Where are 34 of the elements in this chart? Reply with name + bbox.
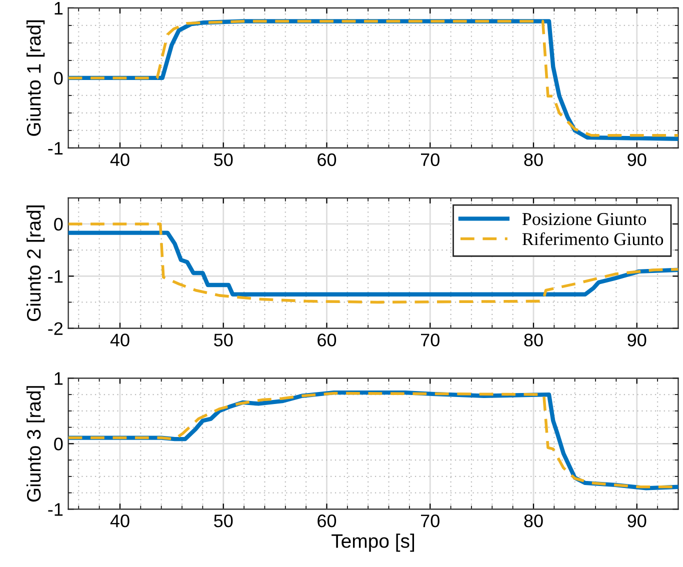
line-series [68, 230, 678, 296]
x-tick-label: 60 [318, 514, 336, 528]
x-tick-label: 90 [628, 514, 646, 528]
y-tick-label: -1 [48, 503, 63, 516]
x-tick-label: 70 [421, 153, 440, 166]
y-tick-label: 1 [54, 2, 63, 14]
y-tick-label: -1 [48, 270, 63, 283]
y-axis-title: Giunto 3 [rad] [26, 386, 45, 502]
x-tick-label: 90 [628, 334, 646, 346]
x-axis-title: Tempo [s] [332, 534, 414, 552]
y-axis-title: Giunto 2 [rad] [26, 206, 45, 322]
x-tick-label: 40 [110, 153, 130, 166]
x-tick-label: 50 [214, 514, 233, 528]
y-tick-label: 0 [54, 218, 63, 231]
y-tick-label: 1 [54, 372, 63, 385]
y-axis-title: Giunto 1 [rad] [26, 20, 45, 136]
x-tick-label: 40 [110, 514, 130, 528]
legend-label: Riferimento Giunto [522, 232, 664, 246]
x-tick-label: 80 [524, 153, 543, 166]
x-tick-label: 70 [421, 514, 440, 528]
y-tick-label: -1 [48, 142, 63, 155]
y-tick-label: 0 [54, 438, 63, 450]
x-tick-label: 40 [110, 334, 130, 346]
y-tick-label: 0 [54, 72, 63, 85]
x-tick-label: 80 [524, 514, 543, 528]
x-tick-label: 50 [214, 334, 233, 346]
x-tick-label: 50 [214, 153, 233, 166]
x-tick-label: 80 [524, 334, 543, 346]
x-tick-label: 60 [318, 334, 336, 346]
x-tick-label: 60 [318, 153, 336, 166]
x-tick-label: 70 [421, 334, 440, 346]
legend-label: Posizione Giunto [522, 213, 646, 226]
x-tick-label: 90 [628, 153, 646, 166]
y-tick-label: -2 [48, 322, 63, 335]
